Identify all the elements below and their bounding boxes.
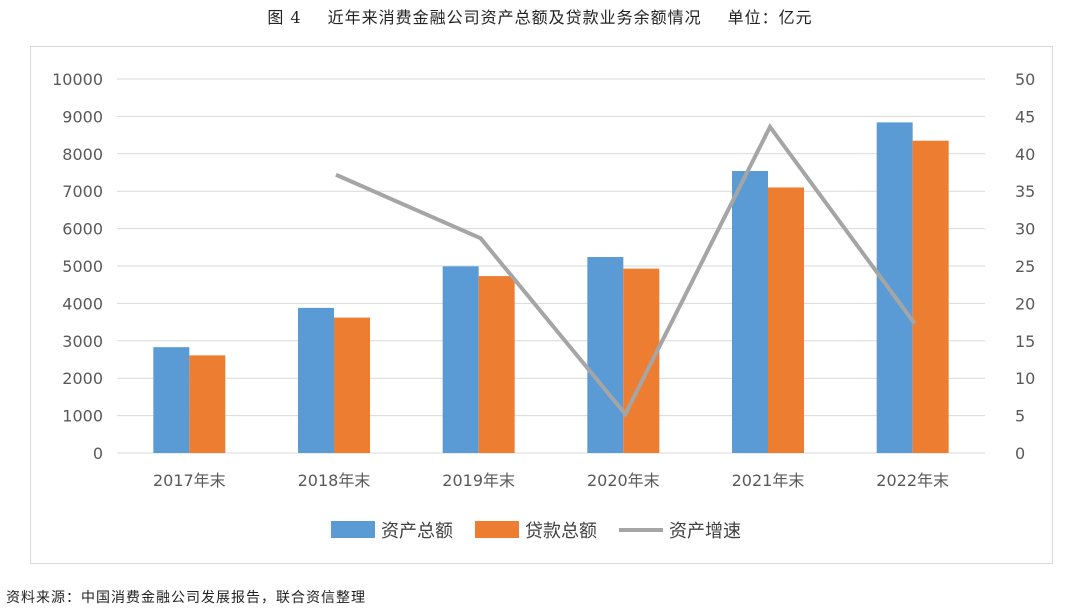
legend-label: 贷款总额 bbox=[525, 521, 597, 542]
y-right-tick-label: 45 bbox=[1015, 107, 1035, 126]
y-right-tick-label: 15 bbox=[1015, 332, 1035, 351]
y-right-tick-label: 50 bbox=[1015, 70, 1035, 89]
y-left-tick-label: 10000 bbox=[52, 70, 103, 89]
x-tick-label: 2017年末 bbox=[153, 471, 226, 490]
figure-title: 近年来消费金融公司资产总额及贷款业务余额情况 bbox=[327, 8, 702, 27]
y-right-tick-label: 20 bbox=[1015, 294, 1035, 313]
y-left-tick-label: 7000 bbox=[62, 182, 103, 201]
y-right-tick-label: 0 bbox=[1015, 444, 1025, 463]
combo-chart: 0100020003000400050006000700080009000100… bbox=[52, 70, 1035, 542]
figure-caption: 图 4 近年来消费金融公司资产总额及贷款业务余额情况 单位：亿元 bbox=[0, 4, 1080, 28]
y-right-tick-label: 40 bbox=[1015, 145, 1035, 164]
bar-loans bbox=[912, 140, 949, 453]
bar-loans bbox=[189, 355, 226, 453]
x-tick-label: 2018年末 bbox=[298, 471, 371, 490]
bar-assets bbox=[153, 347, 190, 453]
bar-assets bbox=[298, 307, 334, 453]
y-left-tick-label: 8000 bbox=[62, 145, 103, 164]
x-tick-label: 2021年末 bbox=[732, 471, 805, 490]
x-tick-label: 2019年末 bbox=[442, 471, 515, 490]
y-left-tick-label: 5000 bbox=[62, 257, 103, 276]
bar-loans bbox=[334, 317, 370, 453]
y-right-tick-label: 10 bbox=[1015, 369, 1035, 388]
y-right-tick-label: 25 bbox=[1015, 257, 1035, 276]
y-left-tick-label: 2000 bbox=[62, 369, 103, 388]
y-left-tick-label: 4000 bbox=[62, 294, 103, 313]
legend-label: 资产增速 bbox=[669, 521, 741, 542]
legend-label: 资产总额 bbox=[381, 521, 453, 542]
bar-loans bbox=[768, 187, 804, 453]
chart-frame: 0 1000 2000 3000 4000 5000 6000 7000 8000 9000 100… bbox=[30, 46, 1053, 564]
figure-number: 图 4 bbox=[267, 8, 302, 27]
y-left-tick-label: 1000 bbox=[62, 407, 103, 426]
y-left-tick-label: 3000 bbox=[62, 332, 103, 351]
figure-unit: 单位：亿元 bbox=[727, 8, 813, 27]
y-right-tick-label: 30 bbox=[1015, 220, 1035, 239]
y-right-tick-label: 5 bbox=[1015, 407, 1025, 426]
y-right-tick-label: 35 bbox=[1015, 182, 1035, 201]
bar-assets bbox=[587, 257, 624, 453]
bar-assets bbox=[442, 266, 479, 453]
legend-swatch-assets bbox=[331, 521, 375, 538]
x-tick-label: 2020年末 bbox=[587, 471, 660, 490]
bar-assets bbox=[876, 122, 913, 453]
y-left-tick-label: 0 bbox=[93, 444, 103, 463]
x-tick-label: 2022年末 bbox=[876, 471, 949, 490]
source-note: 资料来源：中国消费金融公司发展报告，联合资信整理 bbox=[6, 590, 366, 606]
legend-swatch-loans bbox=[475, 521, 519, 538]
y-left-tick-label: 6000 bbox=[62, 220, 103, 239]
bar-loans bbox=[478, 276, 515, 453]
y-left-tick-label: 9000 bbox=[62, 107, 103, 126]
bar-assets bbox=[732, 171, 768, 453]
